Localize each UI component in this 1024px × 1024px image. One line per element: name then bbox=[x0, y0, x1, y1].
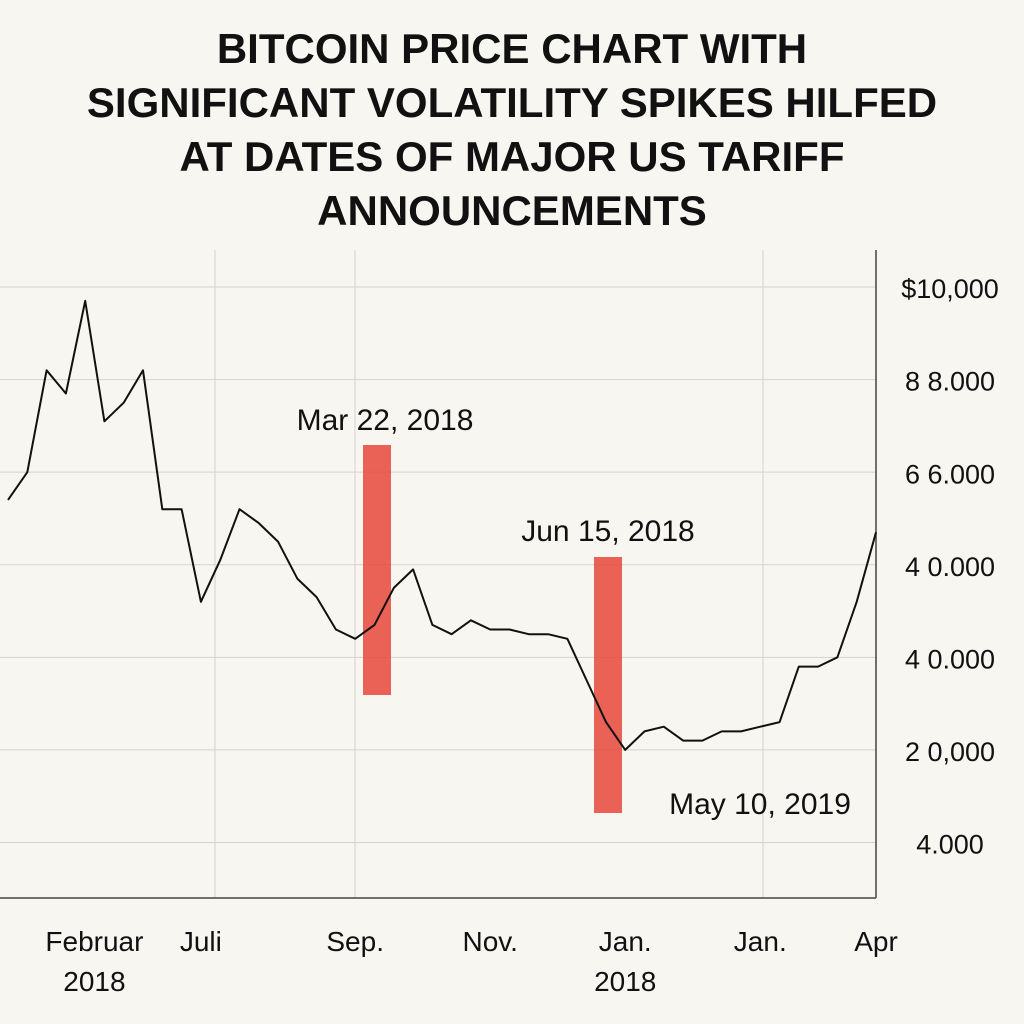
x-tick-label: Jan. 2018 bbox=[594, 926, 657, 997]
annotation-label: Jun 15, 2018 bbox=[521, 515, 694, 548]
highlight-band bbox=[594, 557, 622, 813]
y-tick-label: 4.000 bbox=[916, 830, 984, 860]
chart-title: BITCOIN PRICE CHART WITH SIGNIFICANT VOL… bbox=[86, 25, 938, 234]
x-tick-label: Februar 2018 bbox=[45, 926, 144, 997]
x-tick-label: Jan. bbox=[733, 926, 787, 957]
y-tick-label: 6 6.000 bbox=[905, 459, 995, 489]
highlight-band bbox=[363, 445, 391, 695]
annotation-label: May 10, 2019 bbox=[669, 788, 851, 821]
annotation-label: Mar 22, 2018 bbox=[297, 404, 474, 437]
y-tick-label: 8 8.000 bbox=[905, 367, 995, 397]
price-line bbox=[7, 299, 877, 751]
y-tick-label: 2 0,000 bbox=[905, 737, 995, 767]
vertical-grid bbox=[214, 250, 764, 898]
y-tick-label: $10,000 bbox=[901, 274, 999, 304]
y-tick-label: 4 0.000 bbox=[905, 552, 995, 582]
x-tick-label: Nov. bbox=[462, 926, 518, 957]
y-tick-label: 4 0.000 bbox=[905, 644, 995, 674]
x-tick-label: Apr bbox=[854, 926, 898, 957]
x-tick-label: Juli bbox=[179, 926, 222, 957]
x-tick-label: Sep. bbox=[326, 926, 384, 957]
